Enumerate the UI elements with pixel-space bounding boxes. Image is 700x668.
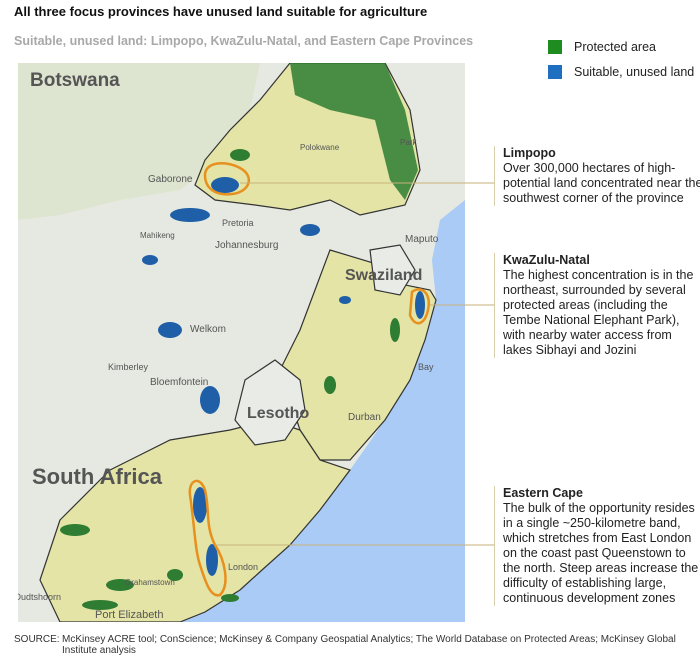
suitable-land xyxy=(142,177,425,576)
swaziland xyxy=(369,244,416,296)
legend: Protected area Suitable, unused land xyxy=(548,34,694,84)
callout-kwazulu-natal: KwaZulu-Natal The highest concentration … xyxy=(494,253,700,358)
callout-limpopo: Limpopo Over 300,000 hectares of high-po… xyxy=(494,146,700,206)
map-label-botswana: Botswana xyxy=(30,70,120,91)
map-label-swaziland: Swaziland xyxy=(345,267,422,284)
callout-text: The bulk of the opportunity resides in a… xyxy=(503,501,699,605)
eastern-cape-region xyxy=(39,419,351,622)
kruger-park xyxy=(290,63,418,200)
map-label-east-london: London xyxy=(228,562,258,572)
map-label-grahamstown: Grahamstown xyxy=(125,578,175,587)
callout-heading: Eastern Cape xyxy=(503,486,583,500)
eastern-cape-highlight xyxy=(188,479,227,597)
callout-eastern-cape: Eastern Cape The bulk of the opportunity… xyxy=(494,486,700,606)
map-label-oudtshoorn: Oudtshoorn xyxy=(14,592,61,602)
source-text: McKinsey ACRE tool; ConScience; McKinsey… xyxy=(62,634,676,656)
kzn-region xyxy=(279,249,437,461)
map-label-maputo: Maputo xyxy=(405,234,439,245)
legend-item-suitable: Suitable, unused land xyxy=(548,59,694,84)
callout-heading: KwaZulu-Natal xyxy=(503,253,590,267)
legend-label: Protected area xyxy=(574,39,656,54)
callout-text: Over 300,000 hectares of high-potential … xyxy=(503,161,700,205)
kzn-highlight xyxy=(408,288,431,325)
map-label-kruger: Park xyxy=(400,138,417,147)
map-label-richards-bay: Bay xyxy=(418,362,434,372)
map-label-gaborone: Gaborone xyxy=(148,174,193,185)
source-label: SOURCE: xyxy=(14,634,60,645)
protected-swatch xyxy=(548,39,562,54)
map-label-south-africa: South Africa xyxy=(32,464,163,489)
callout-text: The highest concentration is in the nort… xyxy=(503,268,694,357)
lesotho xyxy=(234,359,306,446)
map-label-johannesburg: Johannesburg xyxy=(215,240,278,251)
chart-title: All three focus provinces have unused la… xyxy=(14,4,428,19)
suitable-swatch xyxy=(548,64,562,79)
map-label-welkom: Welkom xyxy=(190,324,226,335)
map-label-bloemfontein: Bloemfontein xyxy=(150,377,208,388)
chart-subtitle: Suitable, unused land: Limpopo, KwaZulu-… xyxy=(14,34,474,48)
source-note: SOURCE: McKinsey ACRE tool; ConScience; … xyxy=(14,634,692,656)
map-label-pretoria: Pretoria xyxy=(222,218,254,228)
callout-heading: Limpopo xyxy=(503,146,556,160)
map-label-port-elizabeth: Port Elizabeth xyxy=(95,609,163,621)
map-label-mahikeng: Mahikeng xyxy=(140,231,175,240)
legend-label: Suitable, unused land xyxy=(574,64,695,79)
map-label-durban: Durban xyxy=(348,412,381,423)
botswana-region xyxy=(18,63,260,220)
map-label-lesotho: Lesotho xyxy=(247,405,309,422)
map-label-kimberley: Kimberley xyxy=(108,362,149,372)
legend-item-protected: Protected area xyxy=(548,34,694,59)
map-label-polokwane: Polokwane xyxy=(300,143,340,152)
protected-areas xyxy=(60,149,400,610)
